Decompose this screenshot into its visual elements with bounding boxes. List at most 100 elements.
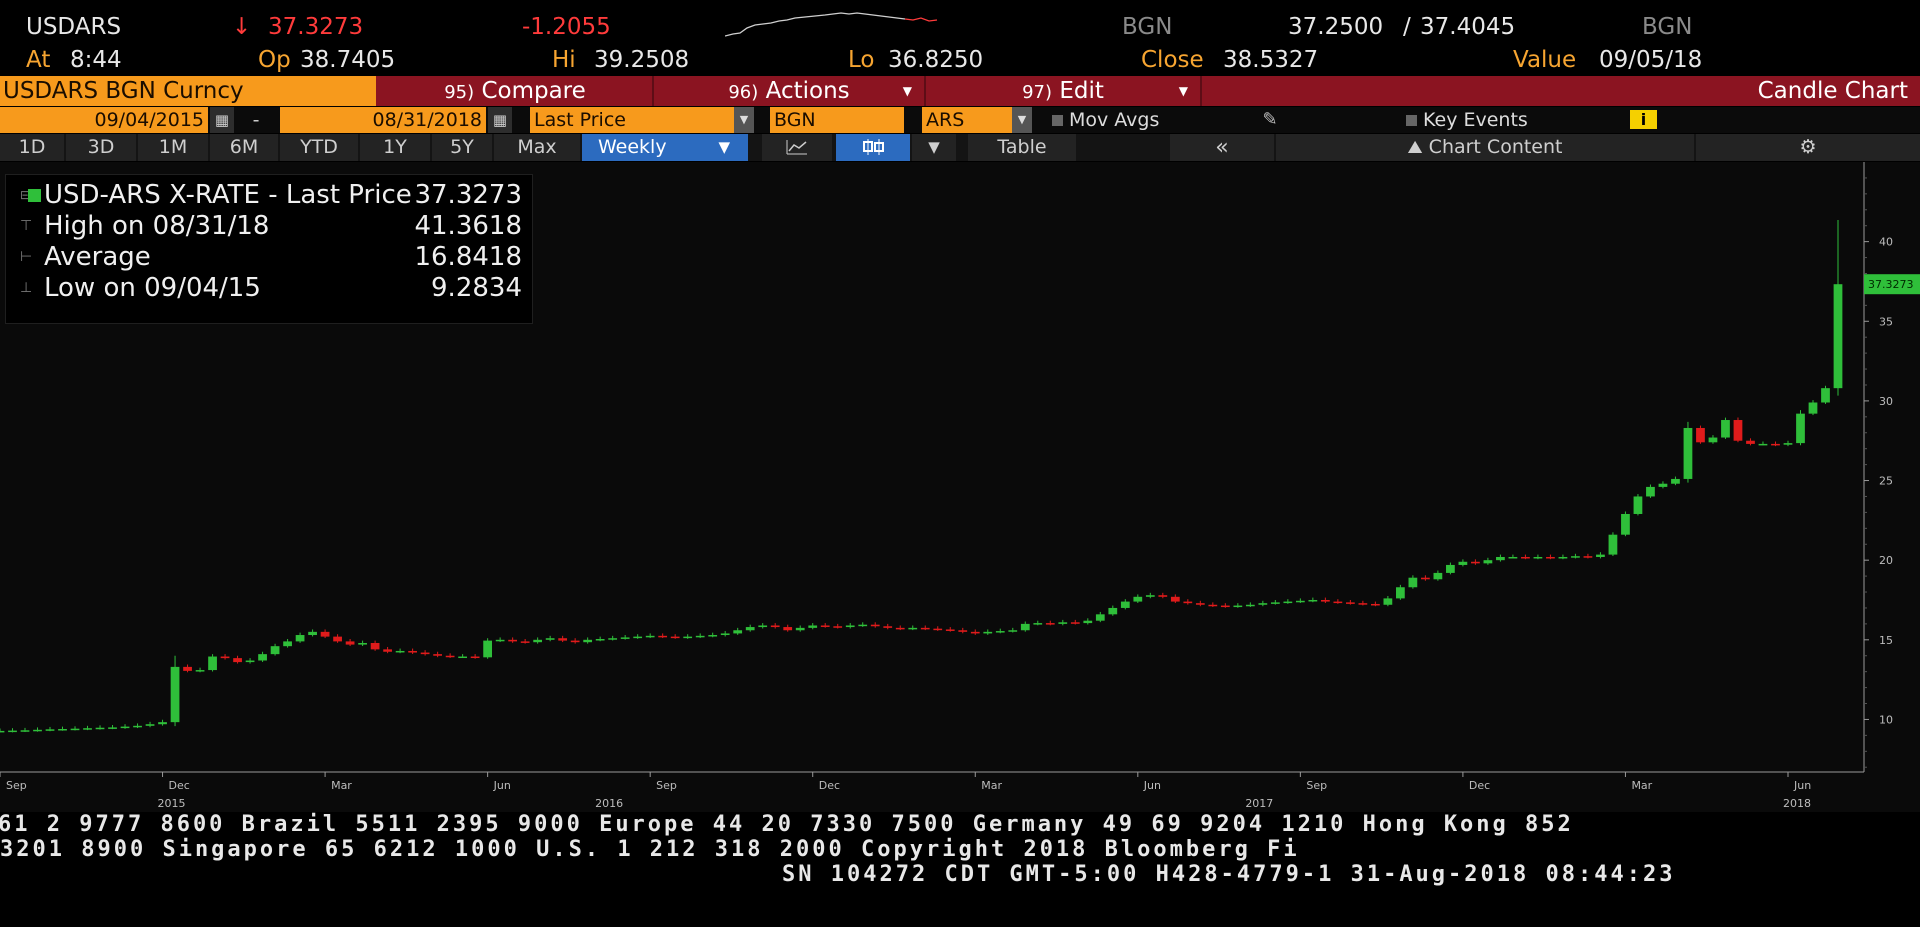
- candle-down: [1333, 601, 1343, 604]
- candle-down: [883, 626, 893, 628]
- candle-down: [1320, 599, 1330, 602]
- last-price: 37.3273: [268, 14, 364, 40]
- actions-label: Actions: [765, 78, 850, 104]
- legend-row-average: ⊢ Average 16.8418: [6, 242, 534, 273]
- line-chart-icon[interactable]: [762, 134, 832, 161]
- settings-gear-icon[interactable]: ⚙: [1696, 134, 1920, 161]
- candle-up: [1608, 534, 1618, 555]
- chevron-down-icon[interactable]: ▼: [1012, 107, 1032, 133]
- candle-up: [1008, 630, 1018, 632]
- actions-menu[interactable]: 96) Actions ▼: [654, 76, 924, 106]
- checkbox-icon: [1052, 115, 1063, 126]
- candle-up: [858, 624, 868, 627]
- period-1y[interactable]: 1Y: [360, 134, 430, 161]
- candle-down: [1070, 622, 1080, 624]
- table-button[interactable]: Table: [968, 134, 1076, 161]
- candle-up: [1671, 478, 1680, 484]
- period-6m[interactable]: 6M: [210, 134, 278, 161]
- info-icon[interactable]: i: [1630, 110, 1657, 129]
- candle-down: [1521, 556, 1530, 559]
- candle-down: [958, 630, 968, 632]
- period-max[interactable]: Max: [494, 134, 580, 161]
- candle-down: [1220, 605, 1230, 608]
- pencil-icon[interactable]: ✎: [1262, 109, 1278, 130]
- candle-up: [758, 625, 768, 628]
- chart-content-label: Chart Content: [1428, 136, 1563, 158]
- candle-up: [1283, 601, 1293, 604]
- candle-up: [495, 639, 505, 642]
- candle-up: [0, 730, 5, 733]
- y-tick-label: 40: [1879, 236, 1893, 249]
- period-3d[interactable]: 3D: [66, 134, 136, 161]
- chevron-down-icon[interactable]: ▼: [734, 107, 754, 133]
- candle-up: [145, 724, 155, 726]
- security-name[interactable]: USDARS BGN Curncy: [0, 76, 376, 106]
- x-tick-label: Dec: [819, 779, 840, 792]
- checkbox-icon: [1406, 115, 1417, 126]
- y-tick-label: 30: [1879, 395, 1893, 408]
- x-tick-label: Sep: [6, 779, 27, 792]
- candle-down: [870, 624, 880, 627]
- value-date-label: Value: [1513, 47, 1577, 73]
- candle-up: [745, 627, 755, 631]
- frequency-select[interactable]: Weekly ▼: [582, 134, 748, 161]
- candle-down: [1045, 623, 1055, 625]
- chart-content-button[interactable]: ⛰ Chart Content: [1276, 134, 1694, 161]
- candle-up: [1596, 554, 1605, 557]
- candle-down: [408, 650, 417, 653]
- candle-up: [1020, 623, 1030, 631]
- candle-up: [45, 729, 55, 731]
- chevron-down-icon[interactable]: ▼: [912, 134, 956, 161]
- open-value: 38.7405: [300, 47, 396, 73]
- source-field[interactable]: BGN: [770, 107, 904, 133]
- currency-field[interactable]: ARS: [922, 107, 1012, 133]
- legend-row-low: ⊥ Low on 09/04/15 9.2834: [6, 273, 534, 304]
- calendar-icon[interactable]: ▦: [488, 107, 512, 133]
- average-marker-icon: ⊢: [20, 249, 33, 265]
- candle-up: [633, 636, 643, 639]
- candle-down: [833, 626, 843, 628]
- chart-canvas[interactable]: 10 15 20 25 30 35 40 Sep Dec Mar Jun Sep Dec Mar Jun Se…: [0, 162, 1920, 812]
- compare-button[interactable]: 95) Compare: [378, 76, 652, 106]
- bid-ask-separator: /: [1403, 14, 1411, 40]
- key-events-toggle[interactable]: Key Events: [1406, 107, 1528, 133]
- candle-down: [1696, 427, 1705, 443]
- calendar-icon[interactable]: ▦: [210, 107, 234, 133]
- candle-down: [1170, 596, 1180, 602]
- price-field-select[interactable]: Last Price: [530, 107, 734, 133]
- candle-down: [933, 628, 943, 631]
- period-ytd[interactable]: YTD: [280, 134, 358, 161]
- candle-down: [658, 635, 668, 638]
- candle-chart[interactable]: 10 15 20 25 30 35 40 Sep Dec Mar Jun Sep Dec Mar Jun Se…: [0, 162, 1920, 812]
- candle-chart-icon[interactable]: [836, 134, 910, 161]
- y-tick-label: 25: [1879, 475, 1893, 488]
- ticker: USDARS: [26, 14, 122, 40]
- x-tick-label: Jun: [1143, 779, 1161, 792]
- time-label: At: [26, 47, 51, 73]
- legend-row-title: ⊟ USD-ARS X-RATE - Last Price 37.3273: [6, 180, 534, 211]
- edit-number: 97): [1022, 82, 1053, 103]
- candle-down: [1471, 561, 1480, 564]
- candle-up: [1508, 556, 1518, 559]
- low-marker-icon: ⊥: [20, 280, 33, 296]
- period-5y[interactable]: 5Y: [432, 134, 492, 161]
- mov-avgs-toggle[interactable]: Mov Avgs: [1052, 107, 1159, 133]
- period-1d[interactable]: 1D: [0, 134, 64, 161]
- candle-up: [1446, 564, 1455, 573]
- candle-up: [683, 636, 693, 639]
- chart-legend[interactable]: ⊟ USD-ARS X-RATE - Last Price 37.3273 ⊤ …: [5, 174, 533, 324]
- period-bar: 1D 3D 1M 6M YTD 1Y 5Y Max Weekly ▼ ▼ Tab…: [0, 134, 1920, 161]
- end-date-field[interactable]: 08/31/2018: [280, 107, 486, 133]
- x-tick-label: Dec: [1469, 779, 1490, 792]
- edit-menu[interactable]: 97) Edit ▼: [926, 76, 1200, 106]
- candle-down: [233, 658, 242, 663]
- start-date-field[interactable]: 09/04/2015: [0, 107, 208, 133]
- period-1m[interactable]: 1M: [138, 134, 208, 161]
- low-label: Lo: [848, 47, 875, 73]
- candle-up: [208, 656, 217, 671]
- collapse-icon[interactable]: «: [1170, 134, 1274, 161]
- chart-content-icon: ⛰: [1407, 137, 1423, 158]
- candle-up: [95, 727, 105, 730]
- candle-up: [133, 725, 142, 728]
- x-tick-label: Sep: [1306, 779, 1327, 792]
